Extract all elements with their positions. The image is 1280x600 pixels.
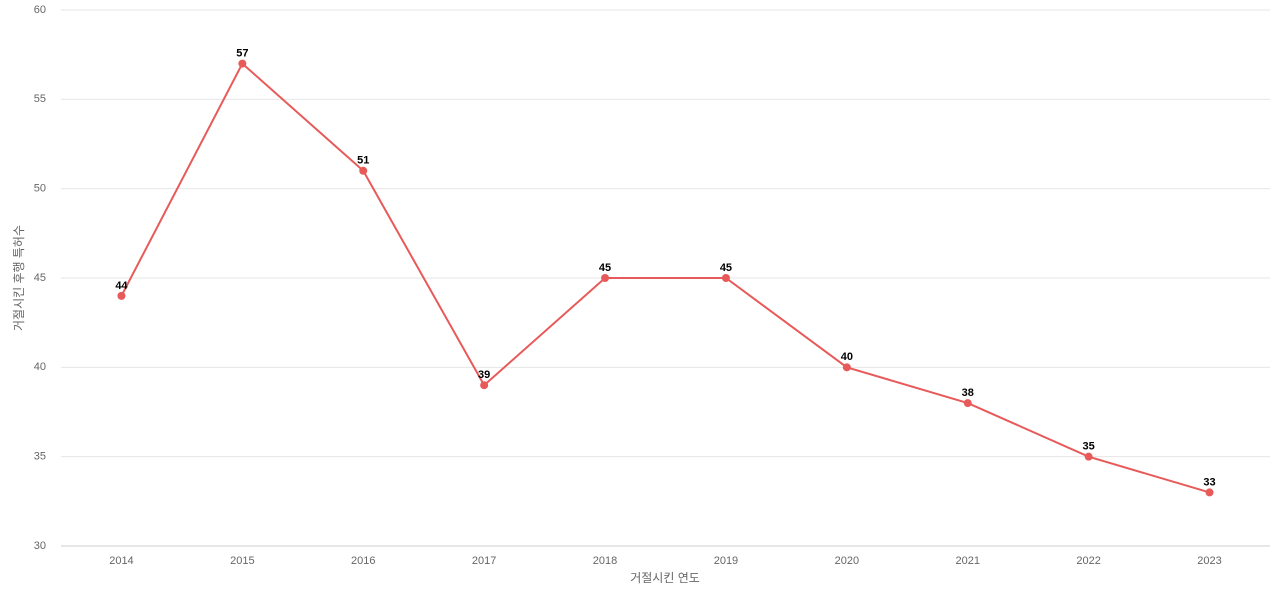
value-label: 38 <box>962 387 974 399</box>
x-tick-label: 2020 <box>835 555 859 567</box>
x-tick-label: 2022 <box>1076 555 1100 567</box>
y-tick-label: 30 <box>34 540 46 552</box>
y-axis-title: 거절시킨 후행 특허수 <box>11 225 26 331</box>
point <box>1084 452 1093 461</box>
x-tick-label: 2018 <box>593 555 617 567</box>
value-label: 39 <box>478 369 490 381</box>
point <box>842 363 851 372</box>
x-axis-title: 거절시킨 연도 <box>630 571 700 585</box>
x-tick-label: 2023 <box>1197 555 1221 567</box>
value-label: 40 <box>841 351 853 363</box>
x-tick-label: 2015 <box>230 555 254 567</box>
point <box>963 399 972 408</box>
line <box>120 62 1210 494</box>
point <box>238 59 247 68</box>
value-label: 57 <box>236 48 248 60</box>
value-label: 45 <box>599 262 611 274</box>
y-tick-label: 35 <box>34 451 46 463</box>
point <box>480 381 489 390</box>
x-tick-label: 2019 <box>714 555 738 567</box>
value-label: 51 <box>357 155 369 167</box>
value-label: 35 <box>1083 441 1095 453</box>
y-tick-label: 40 <box>34 361 46 373</box>
y-tick-label: 55 <box>34 93 46 105</box>
point <box>601 274 610 282</box>
point <box>117 291 126 300</box>
x-tick-label: 2021 <box>956 555 980 567</box>
y-tick-label: 45 <box>34 272 46 284</box>
x-tick-label: 2017 <box>472 555 496 567</box>
point <box>1205 488 1214 497</box>
x-tick-label: 2016 <box>351 555 375 567</box>
point <box>721 274 730 282</box>
point <box>359 166 368 175</box>
value-label: 33 <box>1203 476 1215 488</box>
value-label: 44 <box>115 280 128 292</box>
y-tick-label: 60 <box>34 4 46 16</box>
y-tick-label: 50 <box>34 183 46 195</box>
value-label: 45 <box>720 262 732 274</box>
x-tick-label: 2014 <box>109 555 133 567</box>
